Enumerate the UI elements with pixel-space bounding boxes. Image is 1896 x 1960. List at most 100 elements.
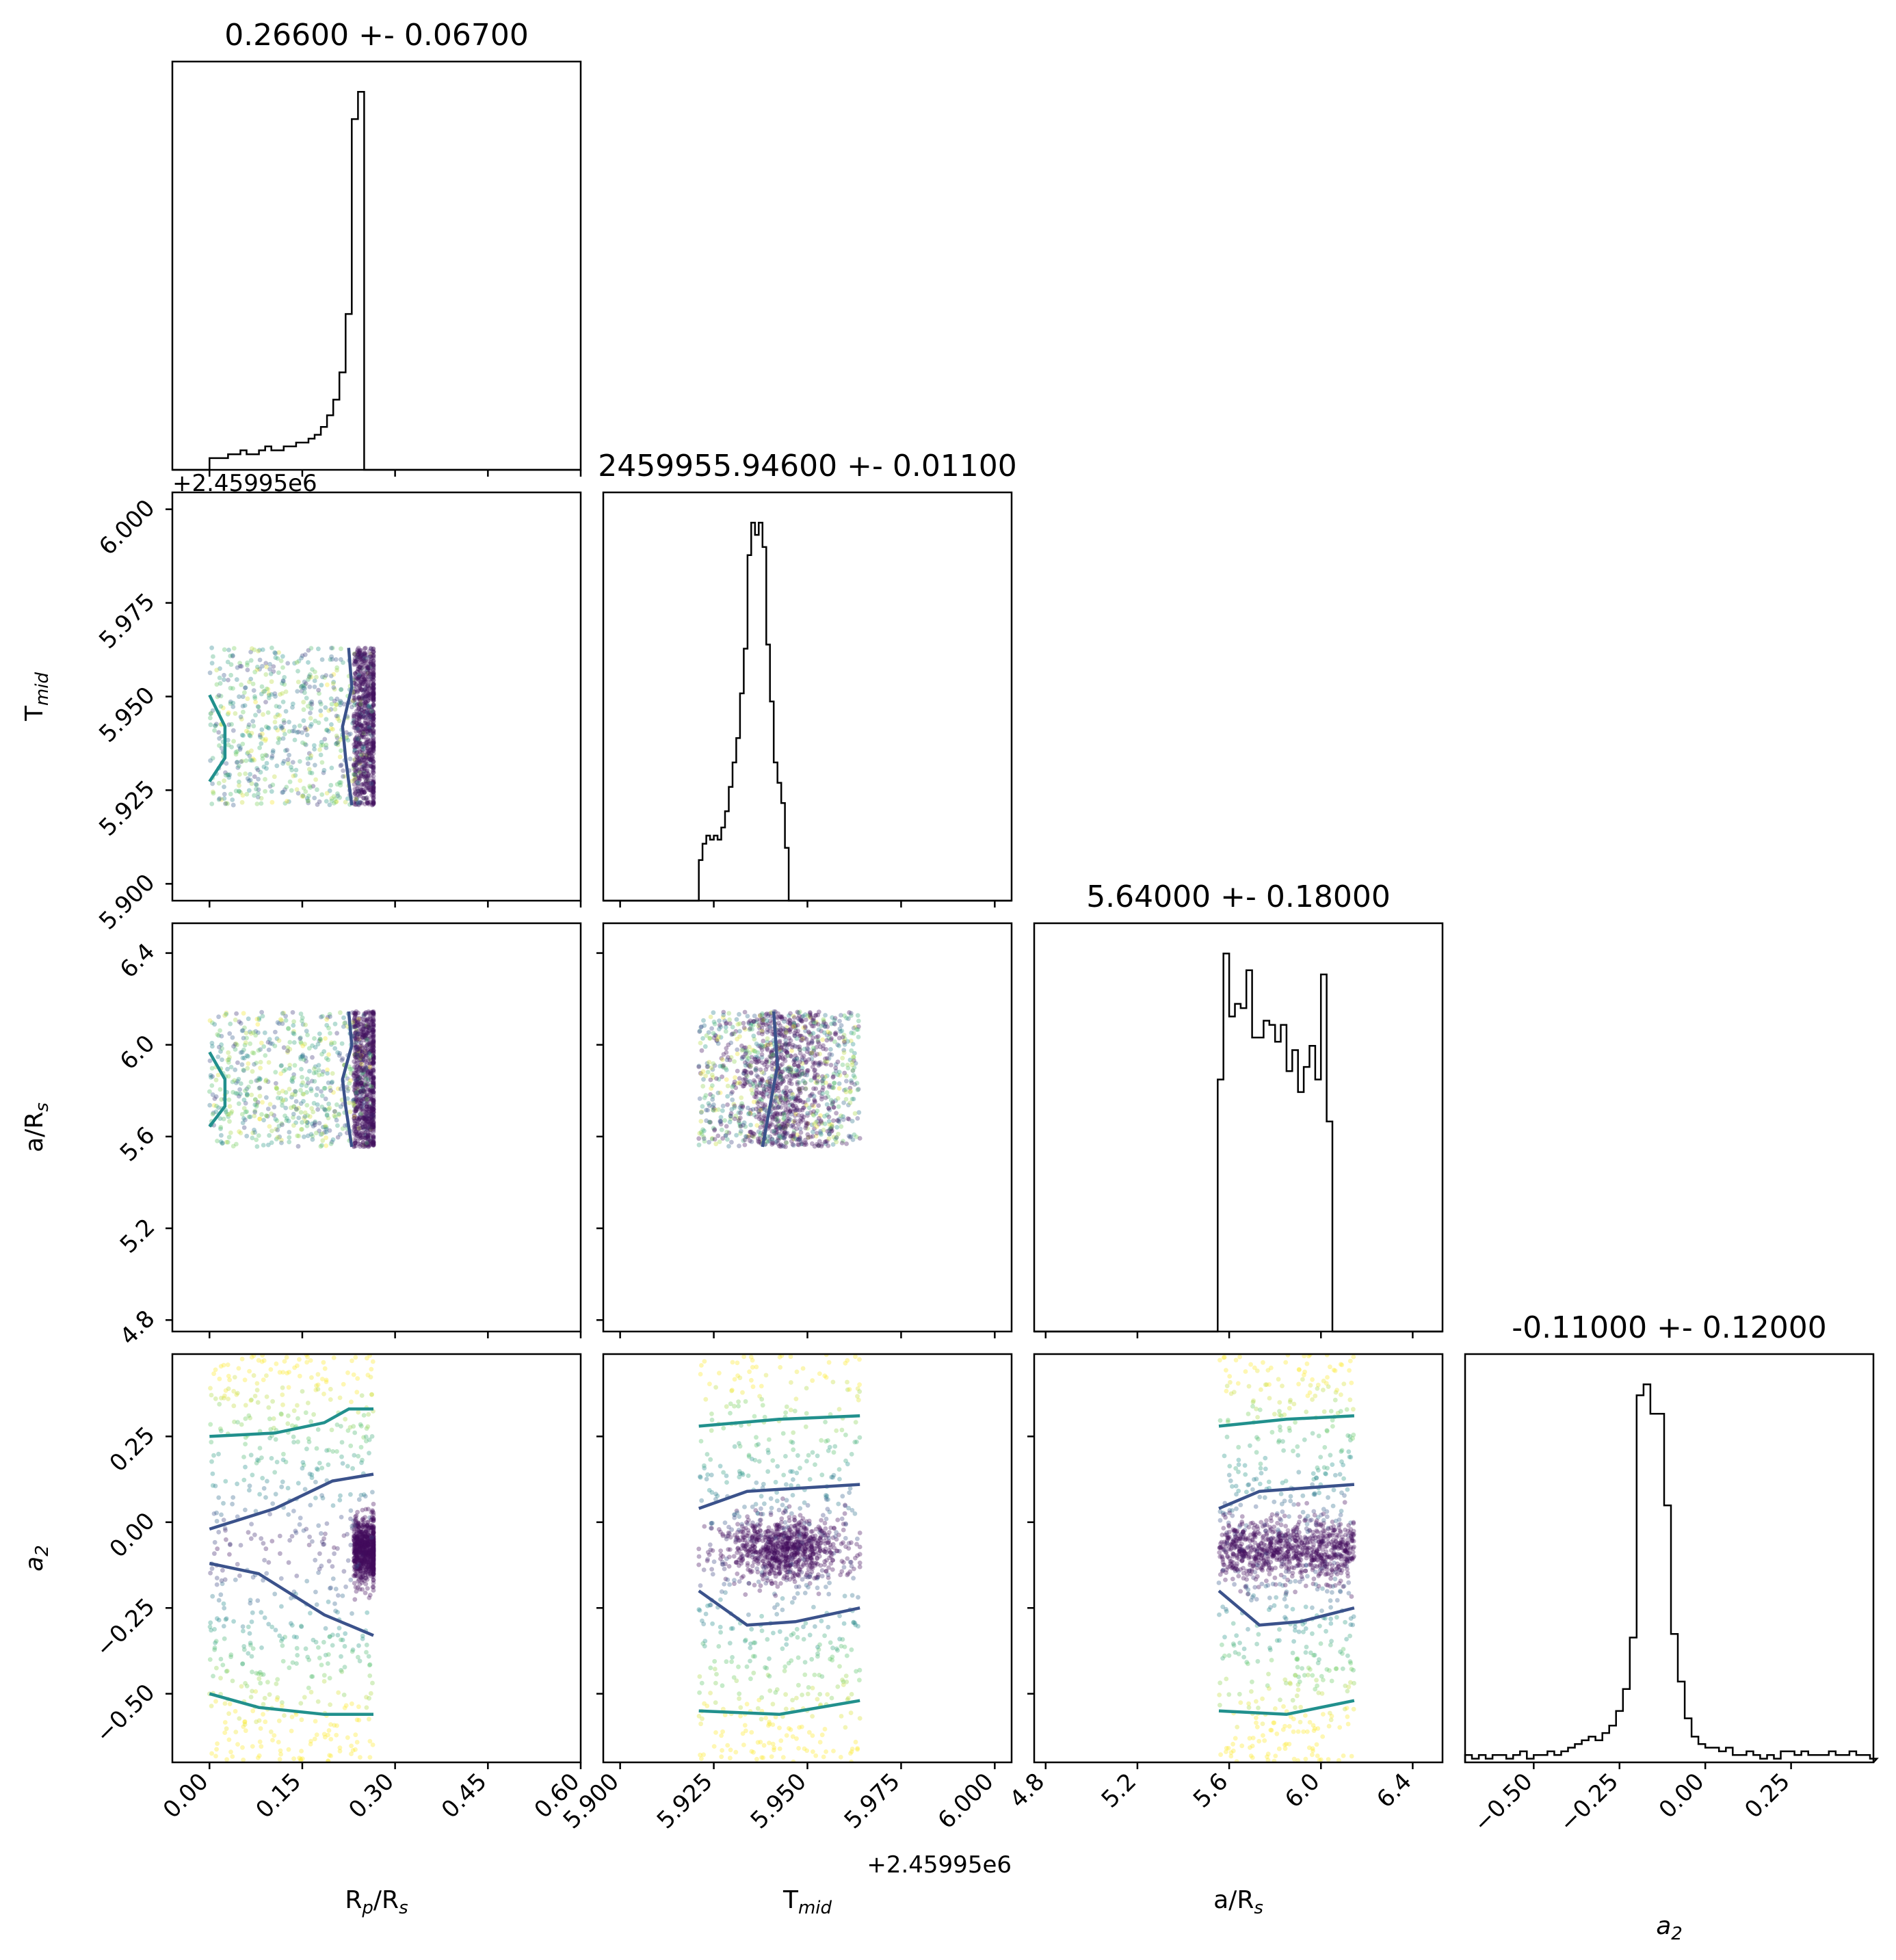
- scatter-point: [249, 781, 254, 786]
- scatter-point: [365, 1115, 370, 1121]
- scatter-point: [348, 1443, 354, 1448]
- scatter-point: [367, 728, 372, 732]
- scatter-point: [259, 801, 264, 806]
- scatter-point: [246, 750, 251, 755]
- scatter-point: [256, 1017, 262, 1022]
- scatter-point: [799, 1033, 804, 1039]
- scatter-point: [228, 685, 233, 691]
- scatter-point: [286, 1512, 291, 1518]
- scatter-point: [367, 1042, 373, 1047]
- scatter-point: [741, 1122, 746, 1128]
- scatter-point: [365, 739, 370, 745]
- scatter-point: [371, 1048, 376, 1053]
- scatter-point: [241, 1644, 247, 1649]
- scatter-point: [280, 1385, 285, 1390]
- scatter-point: [259, 727, 265, 732]
- scatter-point: [356, 802, 361, 807]
- scatter-point: [347, 1100, 352, 1105]
- scatter-point: [371, 692, 376, 698]
- scatter-point: [801, 1105, 806, 1111]
- scatter-point: [249, 730, 254, 736]
- scatter-point: [239, 664, 244, 669]
- scatter-point: [219, 1512, 224, 1518]
- scatter-point: [369, 1115, 374, 1121]
- scatter-point: [263, 672, 269, 677]
- scatter-point: [363, 1115, 368, 1120]
- scatter-point: [346, 1086, 351, 1091]
- scatter-point: [759, 1052, 765, 1057]
- scatter-point: [308, 785, 313, 790]
- scatter-point: [358, 1052, 364, 1058]
- scatter-point: [242, 703, 248, 708]
- scatter-point: [813, 1120, 819, 1125]
- scatter-point: [254, 782, 259, 787]
- scatter-point: [355, 1079, 360, 1085]
- scatter-point: [332, 698, 337, 704]
- scatter-point: [750, 1107, 756, 1112]
- scatter-point: [300, 793, 306, 798]
- scatter-point: [371, 1141, 376, 1145]
- scatter-point: [351, 698, 356, 704]
- scatter-point: [832, 1039, 837, 1044]
- scatter-point: [371, 784, 376, 789]
- scatter-point: [291, 1019, 296, 1024]
- scatter-point: [779, 1014, 785, 1019]
- scatter-point: [358, 671, 363, 676]
- scatter-point: [832, 1081, 837, 1086]
- scatter-point: [361, 1037, 367, 1043]
- scatter-point: [354, 1116, 360, 1122]
- scatter-point: [367, 1116, 372, 1122]
- scatter-point: [359, 1101, 365, 1107]
- scatter-point: [238, 790, 243, 795]
- scatter-point: [339, 687, 343, 692]
- scatter-point: [319, 1104, 325, 1109]
- scatter-point: [765, 1014, 771, 1019]
- scatter-point: [328, 1702, 332, 1708]
- scatter-point: [261, 712, 265, 717]
- scatter-point: [305, 1113, 311, 1118]
- scatter-point: [264, 1113, 269, 1118]
- scatter-point: [790, 1135, 795, 1141]
- scatter-point: [282, 675, 287, 680]
- scatter-point: [211, 791, 216, 796]
- scatter-point: [368, 757, 373, 763]
- scatter-point: [783, 1049, 789, 1054]
- scatter-point: [248, 1041, 252, 1046]
- scatter-point: [324, 728, 329, 732]
- scatter-point: [358, 760, 364, 766]
- scatter-point: [328, 1088, 333, 1093]
- scatter-point: [761, 1118, 766, 1124]
- scatter-point: [371, 674, 376, 680]
- scatter-point: [741, 1083, 747, 1089]
- scatter-point: [363, 650, 367, 656]
- scatter-point: [360, 1106, 365, 1111]
- scatter-point: [365, 1065, 370, 1071]
- scatter-point: [370, 1124, 375, 1129]
- scatter-point: [355, 702, 360, 706]
- scatter-point: [371, 1135, 376, 1141]
- scatter-point: [321, 1049, 327, 1054]
- scatter-point: [352, 1580, 357, 1586]
- scatter-point: [298, 1087, 303, 1093]
- scatter-point: [303, 681, 308, 686]
- scatter-point: [226, 722, 232, 728]
- scatter-point: [233, 750, 239, 755]
- scatter-point: [273, 725, 278, 730]
- scatter-point: [354, 1107, 358, 1111]
- scatter-point: [237, 1129, 241, 1135]
- scatter-point: [298, 1101, 304, 1107]
- scatter-point: [218, 680, 223, 686]
- scatter-point: [322, 737, 328, 742]
- scatter-point: [365, 691, 371, 696]
- scatter-point: [367, 741, 373, 746]
- scatter-point: [338, 1493, 343, 1498]
- scatter-point: [371, 1039, 376, 1044]
- scatter-point: [358, 653, 363, 659]
- scatter-point: [360, 1071, 365, 1076]
- scatter-point: [232, 1078, 237, 1083]
- scatter-point: [369, 685, 374, 689]
- scatter-point: [287, 799, 291, 804]
- scatter-point: [762, 1107, 767, 1112]
- scatter-point: [367, 1106, 372, 1111]
- scatter-point: [821, 1020, 826, 1025]
